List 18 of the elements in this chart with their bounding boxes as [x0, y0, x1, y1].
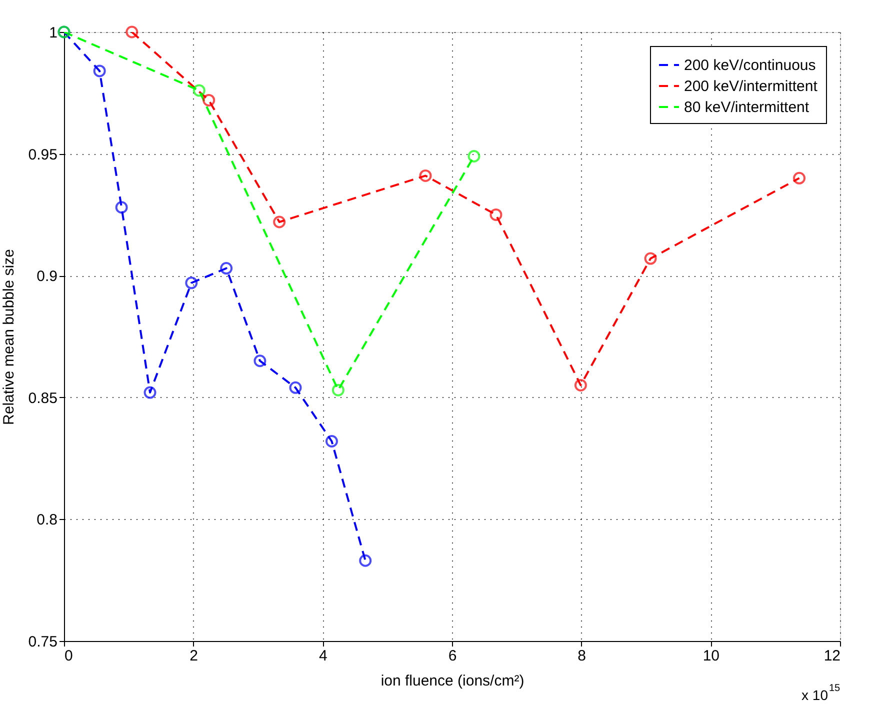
- legend-label: 200 keV/intermittent: [684, 78, 818, 95]
- y-tick-label: 0.75: [28, 634, 58, 650]
- x-tick-label: 10: [702, 648, 720, 664]
- legend-label: 200 keV/continuous: [684, 57, 816, 74]
- y-tick-label: 1: [49, 24, 58, 42]
- y-tick-label: 0.95: [28, 146, 58, 164]
- x-tick-label: 8: [578, 648, 586, 664]
- y-axis-title: Relative mean bubble size: [0, 249, 18, 425]
- y-tick-label: 0.85: [28, 390, 58, 407]
- x-axis-title: ion fluence (ions/cm²): [380, 672, 524, 690]
- legend-label: 80 keV/intermittent: [684, 99, 810, 116]
- x-tick-label: 2: [190, 648, 198, 664]
- y-tick-label: 0.9: [36, 268, 58, 286]
- x-tick-label: 0: [64, 648, 73, 664]
- x-tick-label: 4: [318, 648, 328, 664]
- x-tick-label: 12: [824, 648, 840, 664]
- y-tick-label: 0.8: [36, 512, 58, 529]
- x-tick-label: 6: [448, 648, 457, 664]
